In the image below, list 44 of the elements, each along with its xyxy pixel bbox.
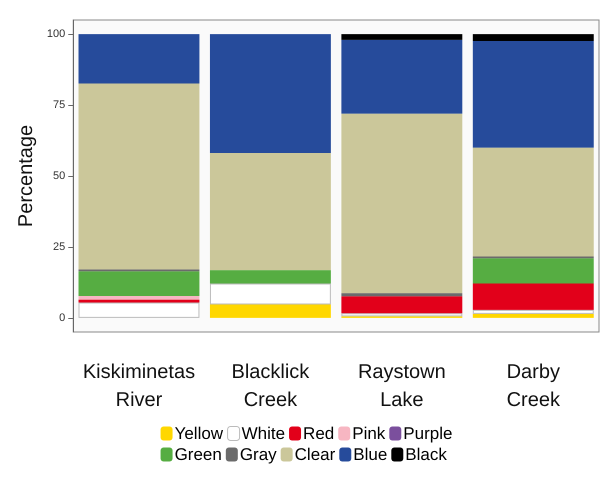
y-axis-title: Percentage	[15, 124, 37, 228]
bar	[472, 148, 594, 257]
legend-label: Black	[405, 445, 448, 464]
bar	[341, 114, 462, 294]
bar	[78, 302, 200, 318]
bar	[78, 84, 200, 270]
x-tick-label: Raystown Lake	[358, 361, 446, 411]
bar	[341, 40, 462, 114]
legend-label: Clear	[294, 445, 336, 464]
bar	[210, 34, 331, 154]
bar	[472, 310, 594, 314]
y-tick-label: 0	[59, 312, 66, 324]
y-tick-label: 75	[53, 99, 66, 112]
legend-label: White	[242, 424, 286, 443]
y-tick-label: 50	[53, 170, 66, 182]
legend-label: Green	[174, 445, 222, 464]
bar	[472, 40, 594, 148]
bar	[341, 313, 462, 316]
legend-label: Pink	[352, 424, 386, 443]
bar	[210, 284, 331, 304]
bar	[472, 34, 594, 41]
bar	[78, 296, 200, 300]
bar	[210, 304, 331, 318]
bar	[78, 271, 200, 296]
legend-label: Red	[303, 424, 334, 443]
bar	[78, 300, 200, 302]
bar	[472, 314, 594, 318]
legend-label: Blue	[353, 445, 388, 464]
bar	[341, 34, 462, 40]
bar	[341, 296, 462, 314]
bar	[472, 284, 594, 310]
bar	[472, 258, 594, 284]
legend-label: Yellow	[174, 424, 224, 443]
y-tick-label: 100	[46, 28, 66, 40]
bar	[341, 293, 462, 296]
bar	[210, 153, 331, 270]
x-tick-label: Kiskiminetas River	[82, 361, 196, 411]
legend-label: Purple	[403, 424, 452, 443]
y-tick-label: 25	[53, 240, 66, 253]
x-tick-label: Darby Creek	[506, 361, 561, 411]
bar	[78, 34, 200, 84]
legend-label: Gray	[240, 445, 278, 464]
bar	[210, 270, 331, 284]
x-tick-label: Blacklick Creek	[232, 361, 310, 411]
